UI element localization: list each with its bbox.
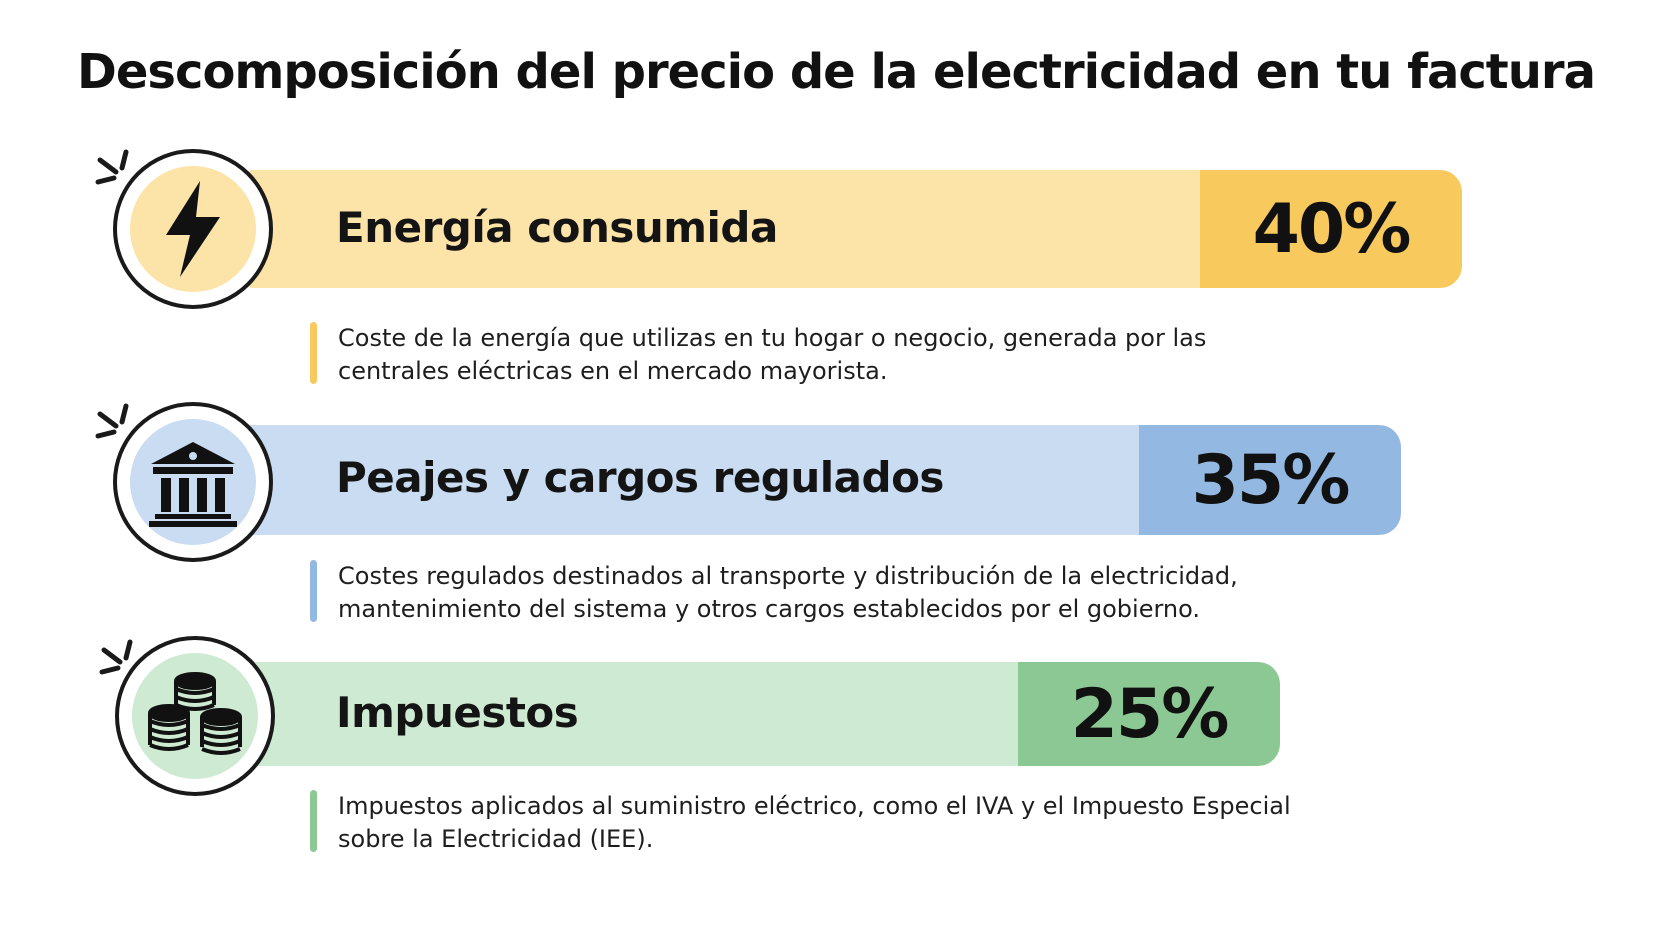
icon-badge-peajes [113,402,273,562]
bar-impuestos: 25% [250,662,1280,766]
coin-stacks-icon [148,672,242,755]
description-accent-line [310,790,317,852]
sparks-icon [99,639,133,675]
lightning-bolt-icon [166,181,220,277]
description-energia: Coste de la energía que utilizas en tu h… [310,322,1298,388]
page-title: Descomposición del precio de la electric… [77,44,1596,100]
percent-box-energia: 40% [1200,170,1462,288]
sparks-icon [95,149,129,185]
bar-energia: 40% [250,170,1462,288]
description-impuestos: Impuestos aplicados al suministro eléctr… [310,790,1298,856]
description-accent-line [310,560,317,622]
icon-badge-energia [113,149,273,309]
percent-box-peajes: 35% [1139,425,1401,535]
description-accent-line [310,322,317,384]
description-text-peajes: Costes regulados destinados al transport… [338,562,1238,623]
category-label-impuestos: Impuestos [336,688,579,737]
value-label-energia: 40% [1252,189,1412,269]
category-label-peajes: Peajes y cargos regulados [336,453,944,502]
description-text-impuestos: Impuestos aplicados al suministro eléctr… [338,792,1291,853]
sparks-icon [95,403,129,439]
description-peajes: Costes regulados destinados al transport… [310,560,1298,626]
value-label-impuestos: 25% [1070,674,1230,754]
bar-peajes: 35% [250,425,1401,535]
category-label-energia: Energía consumida [336,203,778,252]
icon-badge-impuestos [115,636,275,796]
description-text-energia: Coste de la energía que utilizas en tu h… [338,324,1207,385]
value-label-peajes: 35% [1191,440,1351,520]
percent-box-impuestos: 25% [1018,662,1280,766]
government-building-icon [149,442,237,527]
